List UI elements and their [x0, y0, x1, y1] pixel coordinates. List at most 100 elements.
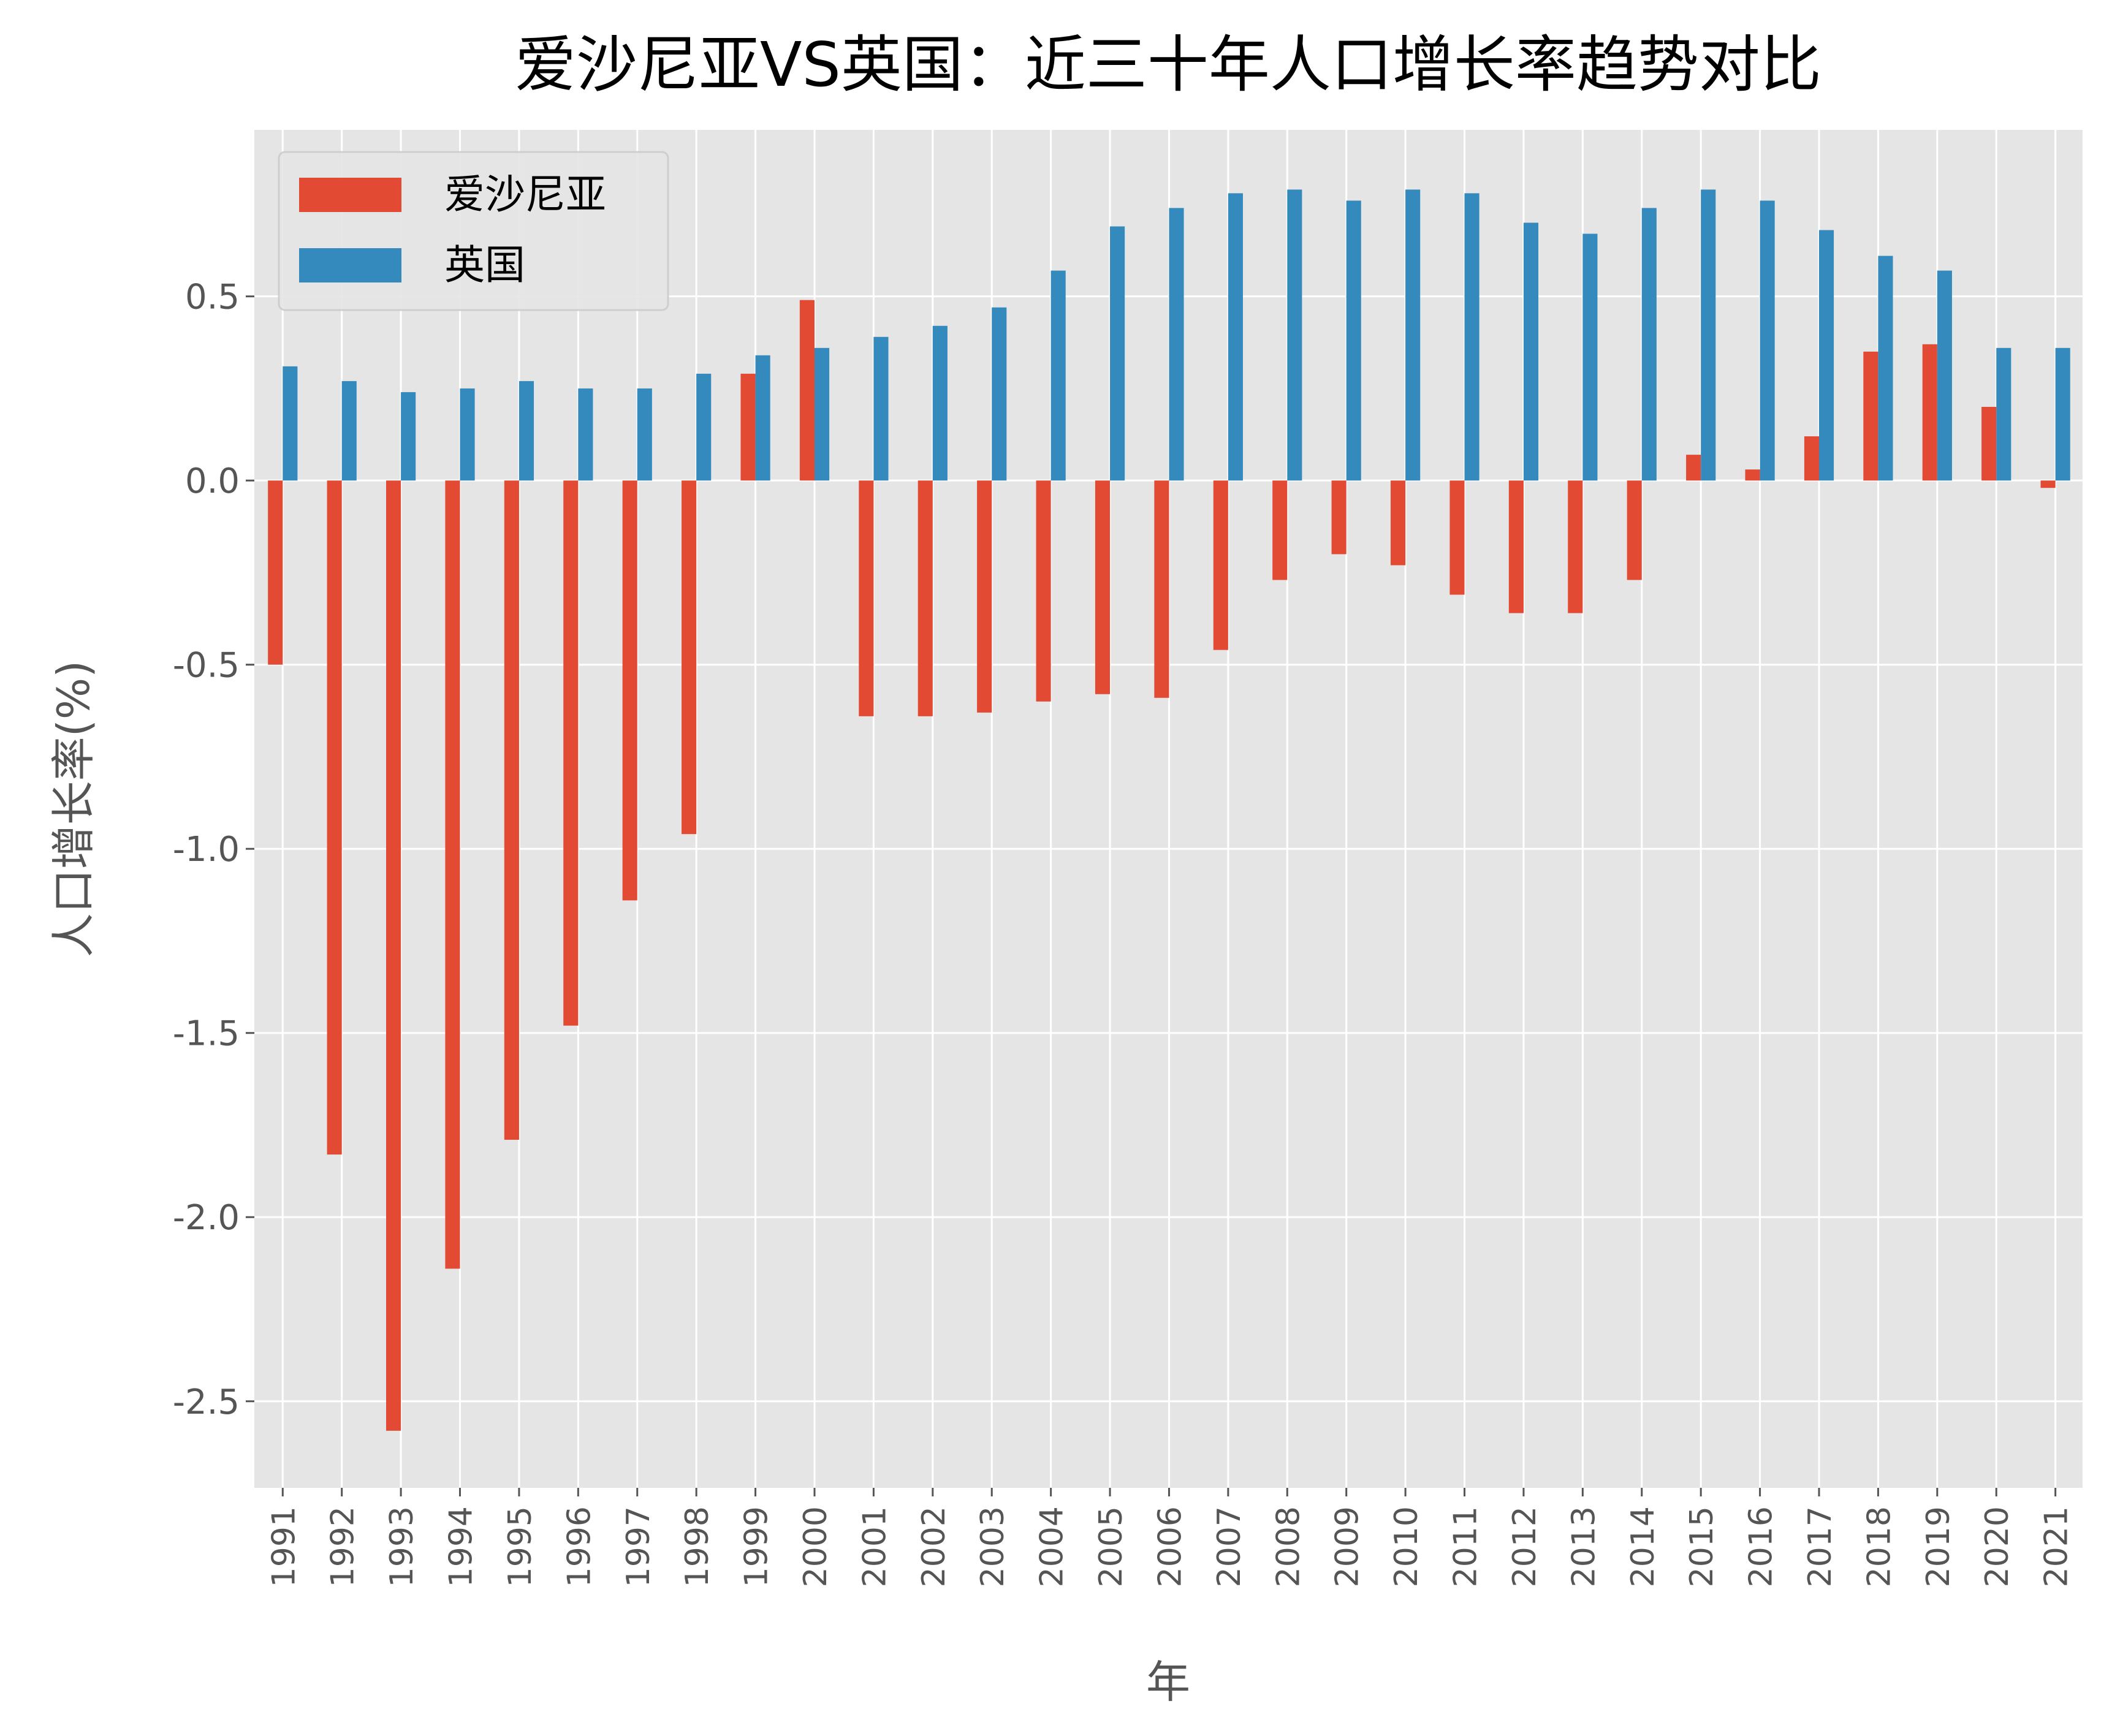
- legend: 爱沙尼亚 英国: [278, 151, 669, 311]
- legend-label-estonia: 爱沙尼亚: [444, 171, 606, 218]
- bar-uk-2005: [1110, 226, 1125, 481]
- bar-estonia-1993: [386, 480, 401, 1431]
- x-tick-label: 2012: [1506, 1506, 1543, 1587]
- x-tick-label: 1996: [561, 1506, 598, 1587]
- bar-estonia-1991: [268, 480, 283, 665]
- bar-estonia-2006: [1154, 480, 1169, 698]
- x-tick-label: 2002: [916, 1506, 952, 1587]
- x-tick-label: 1994: [443, 1506, 480, 1587]
- bar-uk-1998: [696, 373, 712, 481]
- bar-uk-2002: [932, 325, 948, 481]
- x-tick-label: 2003: [974, 1506, 1011, 1587]
- bar-uk-2014: [1641, 208, 1657, 481]
- bar-uk-2012: [1523, 222, 1539, 481]
- bar-estonia-1994: [445, 480, 460, 1269]
- bar-uk-2006: [1169, 208, 1184, 481]
- x-tick-label: 2008: [1270, 1506, 1307, 1587]
- legend-label-uk: 英国: [444, 241, 525, 289]
- x-tick-label: 2000: [797, 1506, 834, 1587]
- bar-estonia-2004: [1036, 480, 1051, 702]
- bar-estonia-1998: [682, 480, 697, 835]
- bar-estonia-2018: [1863, 351, 1878, 481]
- bar-estonia-2017: [1804, 436, 1820, 481]
- bar-uk-2021: [2055, 347, 2070, 481]
- x-axis: 1991 1992 1993 1994 1995 1996 1997 1998 1999 2000…: [265, 1488, 2075, 1587]
- bar-uk-2015: [1701, 189, 1716, 481]
- bar-estonia-2011: [1449, 480, 1465, 595]
- bar-uk-2003: [992, 307, 1007, 481]
- bar-uk-2013: [1582, 233, 1598, 481]
- x-tick-label: 2013: [1565, 1506, 1602, 1587]
- y-tick-label: 0.0: [185, 461, 240, 501]
- x-tick-label: 2009: [1329, 1506, 1366, 1587]
- bar-estonia-2003: [977, 480, 992, 713]
- bar-uk-2017: [1819, 230, 1834, 481]
- x-tick-label: 2006: [1152, 1506, 1188, 1587]
- bar-uk-1991: [283, 366, 298, 481]
- bar-estonia-2009: [1331, 480, 1347, 555]
- x-tick-label: 2005: [1093, 1506, 1130, 1587]
- x-axis-label: 年: [1146, 1656, 1190, 1708]
- bar-estonia-2021: [2040, 480, 2056, 488]
- y-tick-label: -2.5: [173, 1382, 240, 1422]
- x-tick-label: 1999: [739, 1506, 775, 1587]
- y-tick-label: -1.0: [173, 830, 240, 870]
- bar-uk-2000: [814, 347, 830, 481]
- x-tick-label: 2001: [856, 1506, 893, 1587]
- x-tick-label: 1992: [325, 1506, 362, 1587]
- bar-uk-2010: [1405, 189, 1421, 481]
- bar-uk-1992: [341, 381, 357, 481]
- bar-uk-2004: [1050, 270, 1066, 481]
- x-tick-label: 2017: [1802, 1506, 1839, 1587]
- bar-estonia-1992: [327, 480, 342, 1155]
- bar-uk-2020: [1996, 347, 2011, 481]
- chart-title: 爱沙尼亚VS英国：近三十年人口增长率趋势对比: [515, 29, 1821, 100]
- x-tick-label: 2019: [1920, 1506, 1957, 1587]
- y-tick-label: -0.5: [173, 646, 240, 686]
- bar-estonia-2013: [1568, 480, 1583, 613]
- x-tick-label: 2014: [1625, 1506, 1662, 1587]
- x-tick-label: 2015: [1684, 1506, 1720, 1587]
- bar-estonia-2002: [917, 480, 933, 716]
- bar-uk-1997: [637, 388, 652, 481]
- bar-uk-1996: [578, 388, 593, 481]
- x-tick-label: 2004: [1034, 1506, 1071, 1587]
- y-tick-label: -1.5: [173, 1014, 240, 1054]
- legend-swatch-uk: [299, 248, 401, 282]
- x-tick-label: 2016: [1743, 1506, 1780, 1587]
- bar-uk-1999: [755, 355, 770, 481]
- bar-estonia-2010: [1391, 480, 1406, 566]
- bar-estonia-2020: [1981, 406, 1997, 481]
- bar-estonia-1996: [563, 480, 579, 1026]
- bar-estonia-2005: [1095, 480, 1111, 694]
- x-tick-label: 2020: [1979, 1506, 2016, 1587]
- y-tick-label: -2.0: [173, 1198, 240, 1238]
- bar-estonia-2008: [1272, 480, 1288, 580]
- y-axis-label: 人口增长率(%): [48, 661, 99, 958]
- legend-swatch-estonia: [299, 178, 401, 212]
- x-tick-label: 1995: [502, 1506, 539, 1587]
- x-tick-label: 2021: [2038, 1506, 2075, 1587]
- bar-estonia-2007: [1213, 480, 1228, 650]
- x-tick-label: 2018: [1861, 1506, 1897, 1587]
- bar-uk-1994: [460, 388, 475, 481]
- bar-estonia-2015: [1686, 455, 1701, 481]
- y-tick-label: 0.5: [185, 278, 240, 317]
- bar-uk-2016: [1760, 200, 1775, 481]
- bar-estonia-2000: [799, 300, 815, 481]
- x-tick-label: 1998: [679, 1506, 716, 1587]
- y-axis: -2.5 -2.0 -1.5 -1.0 -0.5 0.0 0.5: [173, 278, 254, 1422]
- bar-uk-2009: [1346, 200, 1361, 481]
- bar-estonia-2001: [859, 480, 874, 716]
- bar-uk-2008: [1287, 189, 1302, 481]
- bar-uk-2019: [1937, 270, 1952, 481]
- bar-estonia-1999: [740, 373, 756, 481]
- x-tick-label: 2011: [1448, 1506, 1484, 1587]
- bar-uk-2001: [873, 336, 889, 481]
- bar-uk-2007: [1228, 193, 1243, 481]
- bars: [268, 189, 2070, 1431]
- bar-estonia-2014: [1627, 480, 1642, 580]
- bar-uk-2011: [1464, 193, 1480, 481]
- bar-uk-2018: [1878, 256, 1893, 481]
